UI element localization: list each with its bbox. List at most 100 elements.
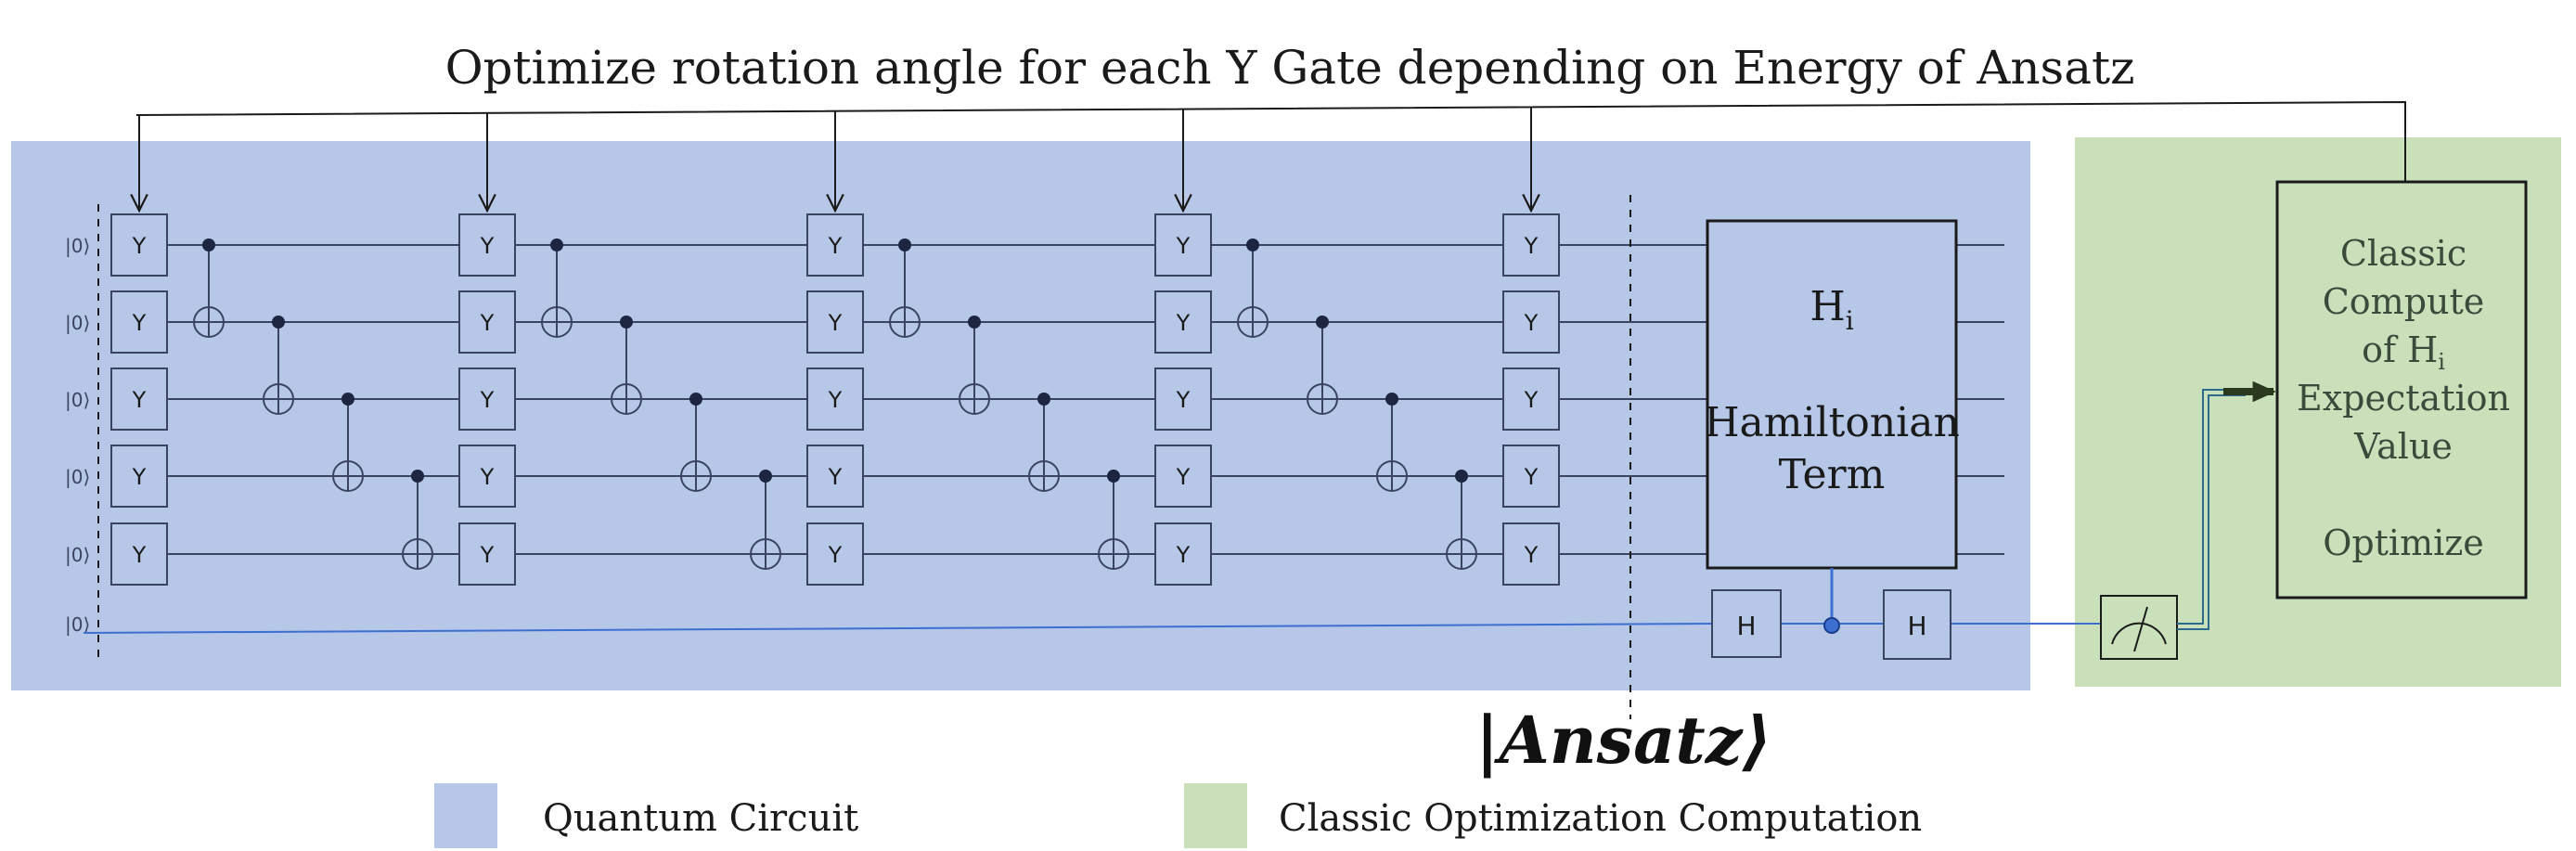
cnot-gates (193, 239, 1477, 570)
y-gate-label: Y (1176, 464, 1191, 490)
y-gate (806, 213, 864, 277)
y-gate-label: Y (132, 387, 147, 413)
y-gate (110, 290, 168, 354)
y-gate-label: Y (1524, 310, 1539, 336)
y-gate-label: Y (1176, 310, 1191, 336)
y-gate-label: Y (828, 464, 843, 490)
qubit-label-3: |0⟩ (65, 389, 90, 411)
qubit-label-5: |0⟩ (65, 544, 90, 566)
qubit-label-1: |0⟩ (65, 235, 90, 257)
legend-label-quantum: Quantum Circuit (543, 797, 858, 840)
y-gate-label: Y (828, 310, 843, 336)
feedback-line (135, 100, 2406, 182)
y-gate (110, 367, 168, 431)
y-gate-label: Y (132, 233, 147, 259)
y-gate-label: Y (1176, 233, 1191, 259)
classic-compute-box (2275, 180, 2528, 600)
h-gate-1 (1711, 589, 1782, 658)
y-gate-label: Y (480, 233, 495, 259)
y-gate-label: Y (480, 310, 495, 336)
classic-line4: Expectation (2297, 378, 2510, 419)
y-gate-label: Y (828, 233, 843, 259)
y-gate (110, 522, 168, 586)
meter-arc (2111, 622, 2167, 645)
legend-swatch-quantum (434, 783, 497, 848)
cnot-control-dot (411, 470, 424, 483)
y-gate-label: Y (132, 310, 147, 336)
cnot-control-dot (1246, 239, 1259, 251)
y-gate (1154, 367, 1212, 431)
title: Optimize rotation angle for each Y Gate … (445, 41, 2135, 95)
y-gate-label: Y (1176, 542, 1191, 568)
y-gate (806, 290, 864, 354)
cnot-control-dot (1385, 393, 1398, 406)
h-gate-2 (1883, 589, 1951, 660)
y-gate-label: Y (132, 542, 147, 568)
legend-label-classic: Classic Optimization Computation (1279, 797, 1922, 840)
y-gates: Y Y Y Y Y Y Y Y Y Y Y Y Y Y Y Y Y Y Y Y Y Y Y Y Y (110, 213, 1560, 586)
cnot-control-dot (550, 239, 563, 251)
hamiltonian-line1: Hamiltonian (1704, 399, 1960, 446)
classic-line1: Classic (2340, 233, 2467, 274)
cnot-control-dot (759, 470, 772, 483)
y-gate-label: Y (1524, 542, 1539, 568)
cnot-control-dot (620, 316, 633, 329)
h-gate-2-label: H (1907, 611, 1926, 641)
cnot-control-dot (1037, 393, 1050, 406)
legend-swatch-classic (1184, 783, 1247, 848)
cnot-control-dot (272, 316, 285, 329)
cnot-control-dot (202, 239, 215, 251)
y-gate (1502, 290, 1560, 354)
y-gate-label: Y (1524, 233, 1539, 259)
cnot-control-dot (968, 316, 981, 329)
y-gate (1502, 445, 1560, 508)
cnot-control-dot (1455, 470, 1468, 483)
qubit-label-4: |0⟩ (65, 466, 90, 488)
control-dot (1823, 617, 1840, 634)
y-gate-label: Y (1176, 387, 1191, 413)
y-gate (1154, 522, 1212, 586)
y-gate (1154, 213, 1212, 277)
ansatz-label: |Ansatz⟩ (1475, 702, 1772, 779)
y-gate (458, 213, 516, 277)
y-gate (458, 290, 516, 354)
qubit-label-2: |0⟩ (65, 312, 90, 334)
y-gate (458, 522, 516, 586)
y-gate (806, 445, 864, 508)
y-gate-label: Y (828, 387, 843, 413)
classic-line3: of Hi (2362, 329, 2445, 375)
meter-box (2100, 595, 2178, 660)
y-gate-label: Y (828, 542, 843, 568)
y-gate-label: Y (1524, 464, 1539, 490)
cnot-control-dot (1107, 470, 1120, 483)
y-gate (1502, 367, 1560, 431)
hamiltonian-box (1706, 219, 1958, 570)
y-gate (458, 367, 516, 431)
y-gate (110, 213, 168, 277)
y-gate (806, 367, 864, 431)
y-gate (1502, 213, 1560, 277)
y-gate (1154, 445, 1212, 508)
h-gate-1-label: H (1736, 611, 1756, 641)
classic-line6: Optimize (2323, 522, 2484, 563)
y-gate-label: Y (480, 387, 495, 413)
y-gate-label: Y (1524, 387, 1539, 413)
meter-needle (2133, 606, 2148, 652)
ancilla-wire (83, 623, 1713, 634)
y-gate (1502, 522, 1560, 586)
hamiltonian-symbol: Hi (1810, 283, 1853, 336)
y-gate-label: Y (480, 542, 495, 568)
y-gate-label: Y (480, 464, 495, 490)
hamiltonian-line2: Term (1779, 451, 1886, 498)
cnot-control-dot (689, 393, 702, 406)
y-gate (110, 445, 168, 508)
feedback-arrows (139, 107, 1531, 211)
y-gate (458, 445, 516, 508)
y-gate (806, 522, 864, 586)
y-gate (1154, 290, 1212, 354)
cnot-control-dot (898, 239, 911, 251)
cnot-control-dot (341, 393, 354, 406)
cnot-control-dot (1316, 316, 1329, 329)
classic-line2: Compute (2323, 281, 2485, 322)
